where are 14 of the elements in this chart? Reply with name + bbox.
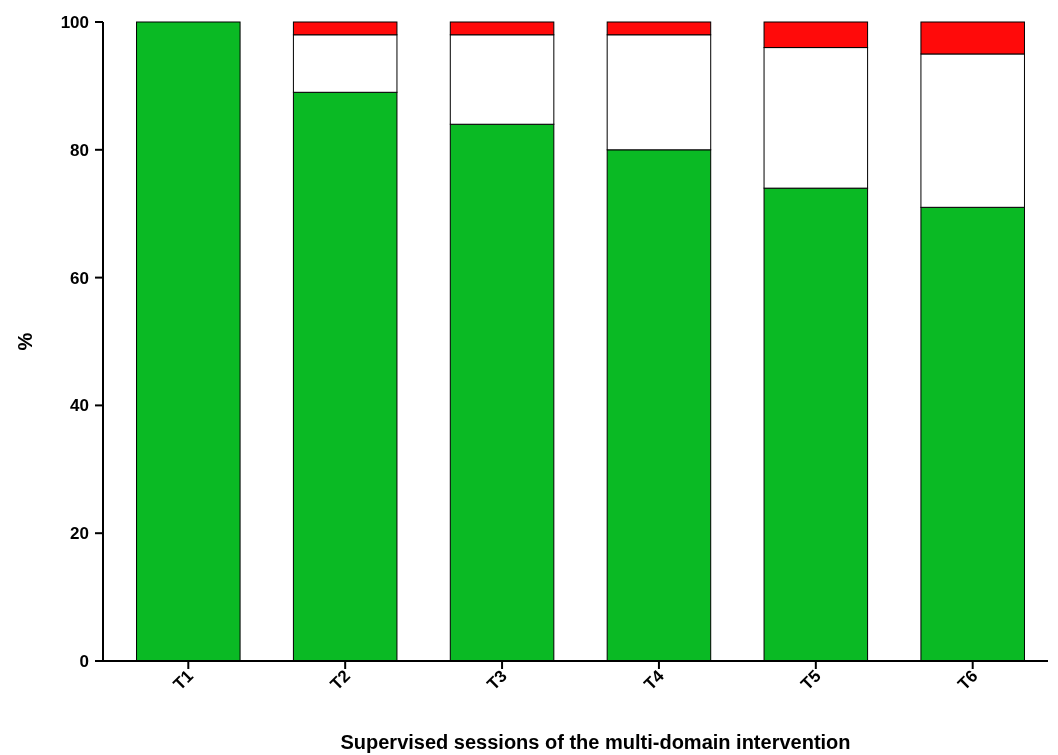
y-tick-label: 20 xyxy=(70,524,89,544)
x-tick-label: T4 xyxy=(640,666,669,694)
x-tick-label: T2 xyxy=(326,666,355,694)
y-tick-label: 0 xyxy=(79,651,89,671)
x-tick-label: T5 xyxy=(797,666,825,694)
x-tick-label: T3 xyxy=(483,666,511,694)
x-tick-label: T1 xyxy=(169,666,198,694)
y-axis-title: % xyxy=(14,332,36,351)
y-tick-label: 60 xyxy=(70,268,89,288)
x-axis-title: Supervised sessions of the multi-domain intervention xyxy=(340,731,851,753)
y-tick-label: 100 xyxy=(60,12,89,32)
y-tick-label: 80 xyxy=(70,140,89,160)
x-tick-label: T6 xyxy=(954,666,982,694)
y-tick-label: 40 xyxy=(70,396,89,416)
